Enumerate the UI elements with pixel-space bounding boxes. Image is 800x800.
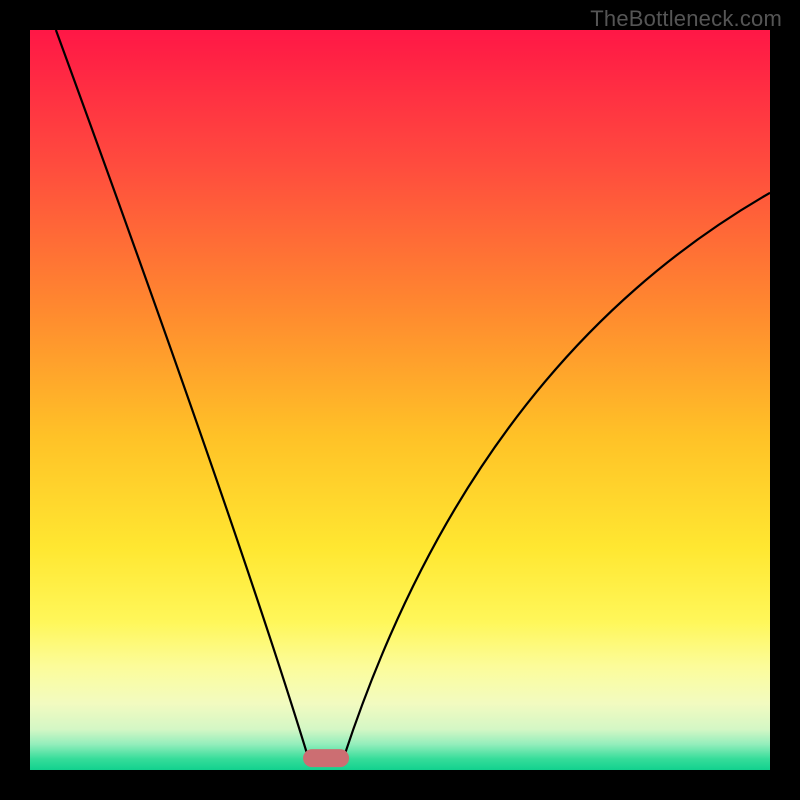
min-marker [303, 749, 349, 767]
watermark-text: TheBottleneck.com [590, 6, 782, 32]
curve-left-branch [56, 30, 308, 755]
bottleneck-curve [30, 30, 770, 770]
curve-right-branch [345, 193, 771, 755]
plot-area [30, 30, 770, 770]
chart-frame: TheBottleneck.com [0, 0, 800, 800]
